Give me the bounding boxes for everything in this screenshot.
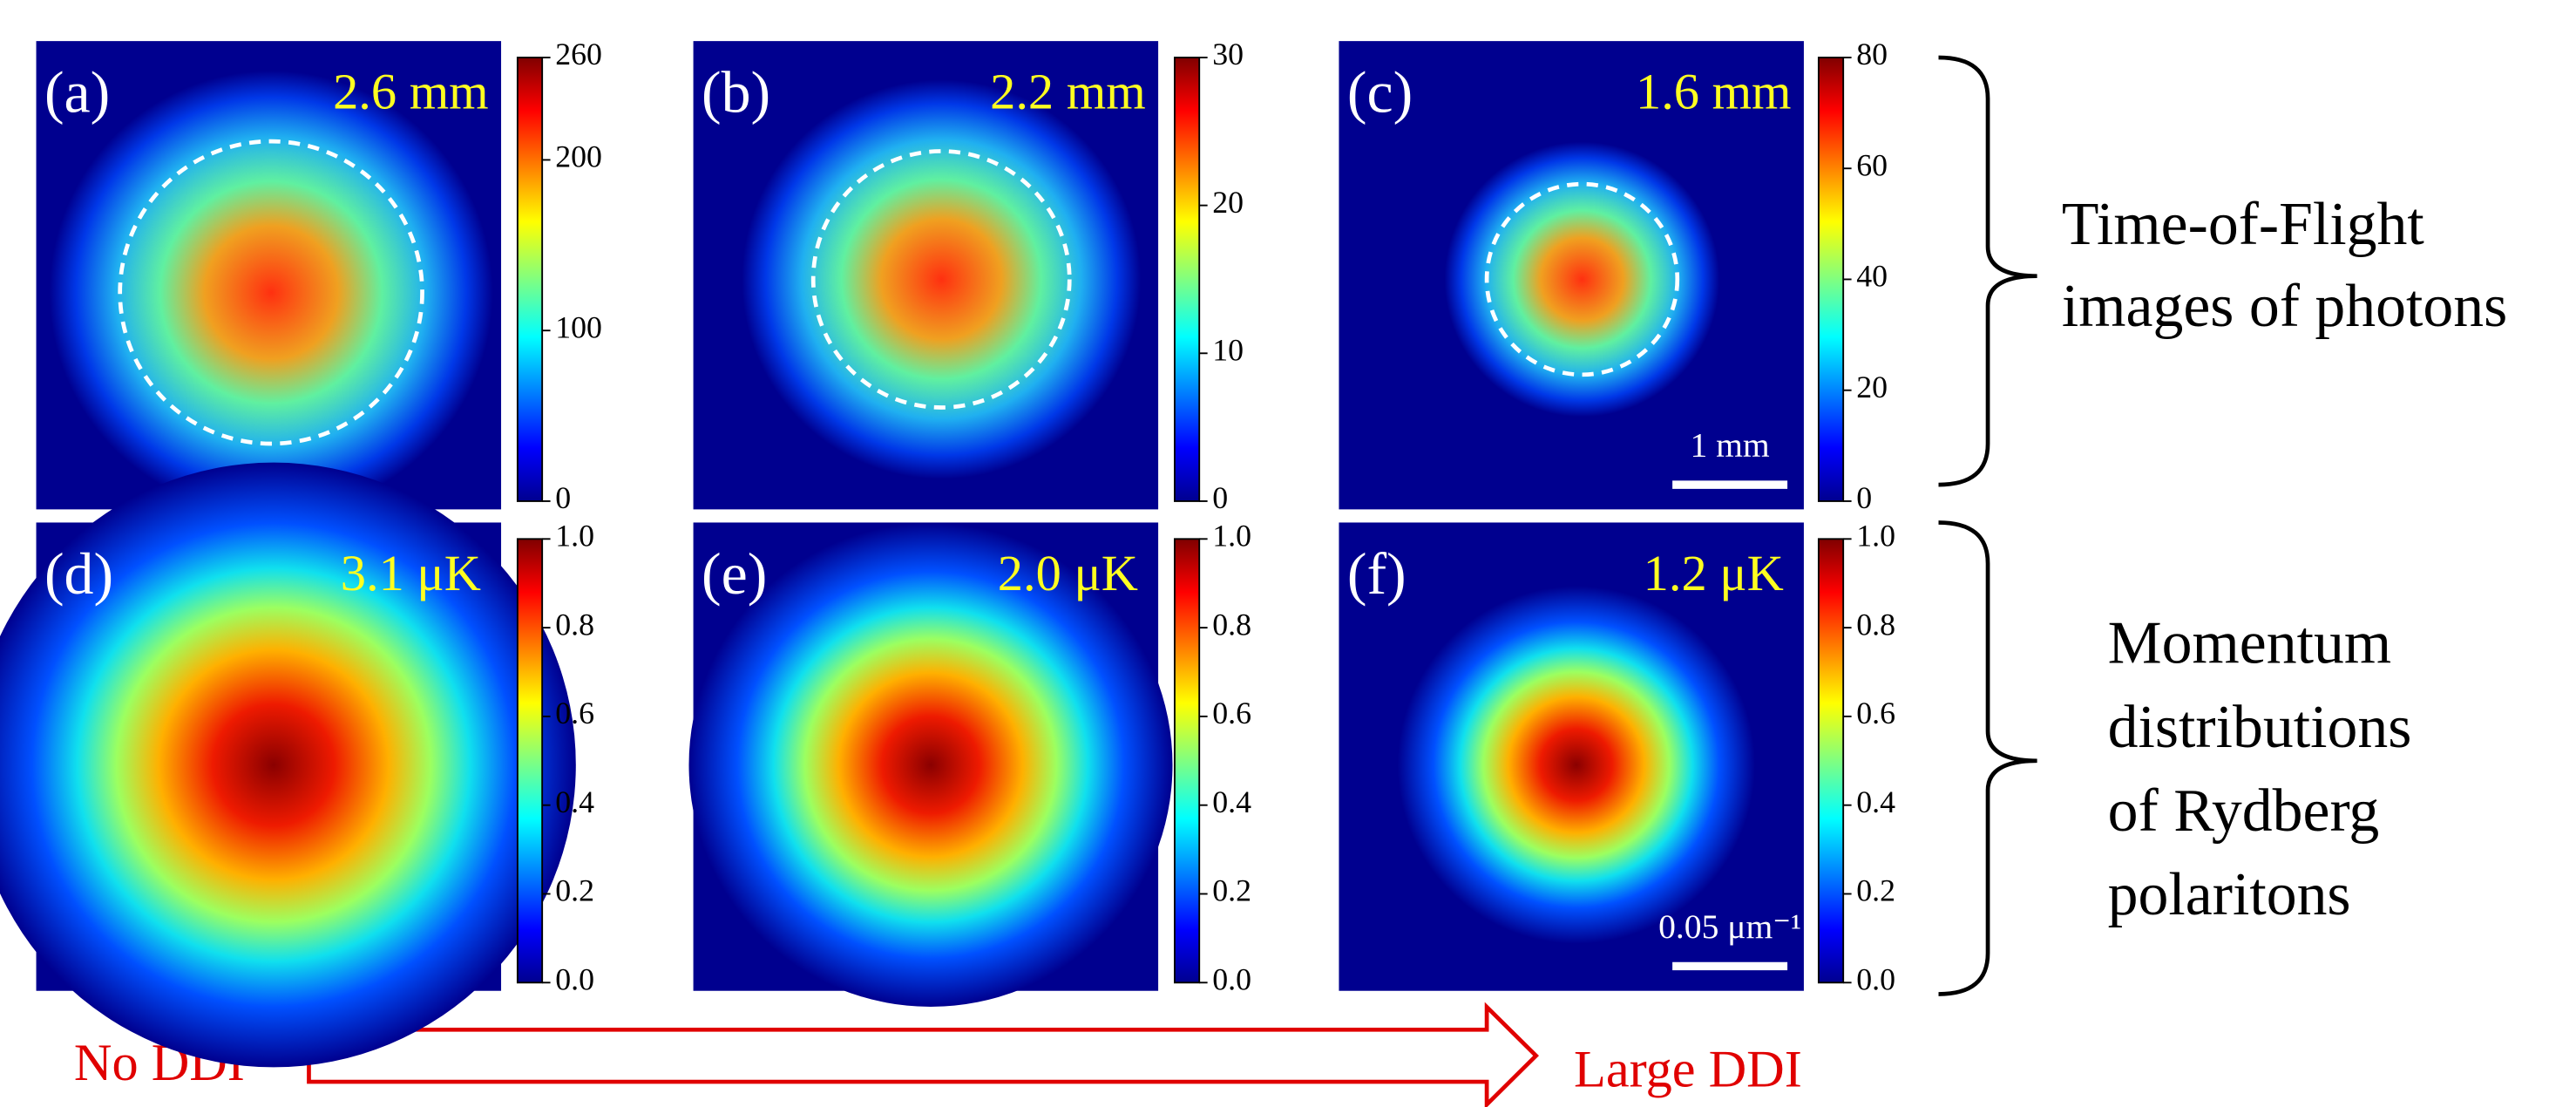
panel-annotation: 2.0 μK <box>998 545 1138 601</box>
colorbar <box>1817 57 1845 502</box>
colorbar-tick-label: 0.8 <box>1856 607 1895 642</box>
colorbar-tick-label: 1.0 <box>1856 519 1895 554</box>
colorbar <box>1173 57 1201 502</box>
colorbar-tick-label: 1.0 <box>555 519 594 554</box>
colorbar-tick-label: 0.0 <box>1856 962 1895 997</box>
colorbar-tick-label: 60 <box>1856 147 1888 182</box>
bracket <box>1938 520 2037 996</box>
colorbar-tick-label: 0.6 <box>1212 696 1251 730</box>
group-label: Time-of-Flight <box>2062 191 2424 258</box>
panel-annotation: 1.2 μK <box>1644 545 1784 601</box>
panel-annotation: 2.2 mm <box>990 64 1146 120</box>
fit-circle <box>1484 181 1680 377</box>
colorbar-tick-label: 0 <box>1856 480 1872 515</box>
arrow <box>307 1002 1539 1107</box>
colorbar-tick-label: 0.2 <box>1856 873 1895 908</box>
group-label: polaritons <box>2108 861 2351 928</box>
colorbar-tick-label: 0.6 <box>1856 696 1895 730</box>
bracket <box>1938 55 2037 487</box>
colorbar <box>1173 538 1201 984</box>
colorbar-tick-label: 20 <box>1212 185 1244 220</box>
colorbar-tick-label: 0.8 <box>1212 607 1251 642</box>
colorbar-tick-label: 0.4 <box>555 784 594 819</box>
colorbar-tick-label: 0.0 <box>555 962 594 997</box>
scale-bar-label: 1 mm <box>1690 426 1769 465</box>
group-label: distributions <box>2108 694 2412 761</box>
colorbar-tick-label: 0.8 <box>555 607 594 642</box>
heatmap-blob <box>742 79 1142 479</box>
scale-bar-label: 0.05 μm⁻¹ <box>1658 907 1801 946</box>
colorbar-tick-label: 0.4 <box>1856 784 1895 819</box>
colorbar <box>516 538 544 984</box>
colorbar-tick-label: 0.2 <box>1212 873 1251 908</box>
colorbar-tick-label: 20 <box>1856 370 1888 404</box>
colorbar-tick-label: 40 <box>1856 259 1888 294</box>
colorbar-tick-label: 10 <box>1212 333 1244 368</box>
colorbar-tick-label: 0.0 <box>1212 962 1251 997</box>
heatmap-blob <box>688 523 1173 1008</box>
group-label: images of photons <box>2062 273 2507 340</box>
panel-annotation: 1.6 mm <box>1636 64 1792 120</box>
colorbar-tick-label: 260 <box>555 37 602 71</box>
heatmap-blob <box>49 71 493 515</box>
colorbar-tick-label: 0.6 <box>555 696 594 730</box>
colorbar-tick-label: 100 <box>555 309 602 344</box>
colorbar-tick-label: 0.2 <box>555 873 594 908</box>
colorbar-tick-label: 0 <box>555 480 571 515</box>
fit-circle <box>810 149 1072 410</box>
colorbar-tick-label: 200 <box>555 139 602 174</box>
heatmap-blob <box>1397 586 1755 944</box>
colorbar <box>1817 538 1845 984</box>
colorbar-tick-label: 80 <box>1856 37 1888 71</box>
group-label: of Rydberg <box>2108 778 2380 845</box>
panel-label: (f) <box>1347 541 1407 607</box>
colorbar-tick-label: 0 <box>1212 480 1228 515</box>
panel-annotation: 3.1 μK <box>341 545 481 601</box>
fit-circle <box>118 139 424 446</box>
colorbar-tick-label: 1.0 <box>1212 519 1251 554</box>
arrow-end-label: Large DDI <box>1574 1041 1802 1099</box>
heatmap-blob <box>0 462 576 1068</box>
panel-label: (c) <box>1347 60 1413 126</box>
group-label: Momentum <box>2108 610 2391 677</box>
panel-label: (e) <box>702 541 767 607</box>
panel-label: (a) <box>44 60 110 126</box>
colorbar-tick-label: 30 <box>1212 37 1244 71</box>
colorbar-tick-label: 0.4 <box>1212 784 1251 819</box>
colorbar <box>516 57 544 502</box>
panel-annotation: 2.6 mm <box>333 64 489 120</box>
panel-label: (b) <box>702 60 770 126</box>
panel-label: (d) <box>44 541 113 607</box>
